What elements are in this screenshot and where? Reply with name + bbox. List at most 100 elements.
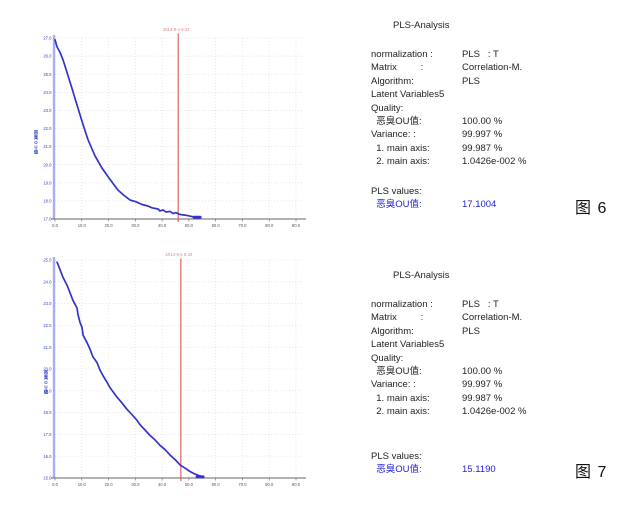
pls-result-line: 恶臭OU值: 17.1004 <box>371 198 611 211</box>
row-label: normalization : <box>371 299 436 310</box>
row-value: Correlation-M. <box>462 62 523 74</box>
analysis-panel-figure6: PLS-Analysis normalization : PLS : T Matr… <box>371 20 611 169</box>
row-label: 1. main axis: <box>371 142 430 154</box>
analysis-row: Quality: <box>371 102 611 115</box>
svg-text:17.0: 17.0 <box>43 432 52 437</box>
pls-chart-figure7: 0.0 10.0 20.0 30.0 40.0 50.0 60.0 70.0 80.0 90.0 2… <box>43 252 306 487</box>
analysis-row: Variance: : 99.997 % <box>371 378 611 391</box>
svg-text:40.0: 40.0 <box>158 223 167 228</box>
svg-text:U: U <box>44 385 47 390</box>
analysis-row: Quality: <box>371 352 611 365</box>
result-value: 15.1190 <box>462 464 496 475</box>
row-value: PLS <box>462 325 480 337</box>
result-name: 恶臭OU值: <box>371 199 422 210</box>
svg-text:80.0: 80.0 <box>265 223 274 228</box>
svg-text:O: O <box>34 140 38 145</box>
pls-result-line: 恶臭OU值: 15.1190 <box>371 463 611 476</box>
svg-text:U: U <box>34 145 37 150</box>
figure6-caption: 图 6 <box>575 200 608 217</box>
result-value: 17.1004 <box>462 199 497 210</box>
svg-text:90.0: 90.0 <box>292 482 301 487</box>
row-value: PLS : T <box>462 299 499 310</box>
svg-text:40.0: 40.0 <box>158 482 167 487</box>
pls-result-figure6: PLS values: 恶臭OU值: 17.1004 <box>371 185 611 211</box>
analysis-row: Matrix : Correlation-M. <box>371 61 611 74</box>
row-value: 100.00 % <box>462 366 503 378</box>
row-label: Matrix : <box>371 312 424 324</box>
pls-values-label: PLS values: <box>371 451 422 462</box>
row-label: 恶臭OU值: <box>371 366 422 378</box>
analysis-row: Variance: : 99.997 % <box>371 128 611 141</box>
pls-chart-figure6: 0.0 10.0 20.0 30.0 40.0 50.0 60.0 70.0 80.0 90.0 2… <box>34 27 306 228</box>
svg-text:27.0: 27.0 <box>43 36 52 41</box>
svg-text:21.0: 21.0 <box>43 345 52 350</box>
panel-title: PLS-Analysis <box>393 20 450 31</box>
svg-text:2014-9-4 9:42: 2014-9-4 9:42 <box>165 252 192 257</box>
svg-text:90.0: 90.0 <box>292 223 301 228</box>
row-label: Latent Variables5 <box>371 89 445 101</box>
svg-text:20.0: 20.0 <box>43 162 52 167</box>
row-value: 1.0426e-002 % <box>462 406 527 418</box>
row-value: 1.0426e-002 % <box>462 156 527 168</box>
svg-text:O: O <box>44 380 48 385</box>
analysis-row: 2. main axis: 1.0426e-002 % <box>371 155 611 168</box>
row-value: Correlation-M. <box>462 312 523 324</box>
svg-text:2014-9-4 9:42: 2014-9-4 9:42 <box>163 27 190 32</box>
svg-text:18.0: 18.0 <box>43 410 52 415</box>
svg-text:10.0: 10.0 <box>78 223 87 228</box>
svg-text:0.0: 0.0 <box>52 223 58 228</box>
row-value: 99.997 % <box>462 379 503 391</box>
row-value: PLS <box>462 75 480 87</box>
analysis-row: 恶臭OU值: 100.00 % <box>371 365 611 378</box>
svg-text:17.0: 17.0 <box>43 217 52 222</box>
svg-text:值: 值 <box>44 389 49 396</box>
svg-text:26.0: 26.0 <box>43 54 52 59</box>
svg-text:19.0: 19.0 <box>43 388 52 393</box>
svg-text:70.0: 70.0 <box>238 482 247 487</box>
svg-text:恶: 恶 <box>34 129 39 136</box>
analysis-panel-figure7: PLS-Analysis normalization : PLS : T Matr… <box>371 270 611 419</box>
analysis-row: normalization : PLS : T <box>371 298 611 311</box>
analysis-row: normalization : PLS : T <box>371 48 611 61</box>
analysis-row: 2. main axis: 1.0426e-002 % <box>371 405 611 418</box>
panel-title: PLS-Analysis <box>393 270 450 281</box>
row-label: Variance: : <box>371 129 416 141</box>
svg-text:50.0: 50.0 <box>185 482 194 487</box>
svg-text:20.0: 20.0 <box>104 223 113 228</box>
row-value: 99.997 % <box>462 129 503 141</box>
row-label: Latent Variables5 <box>371 339 445 351</box>
svg-text:18.0: 18.0 <box>43 199 52 204</box>
row-value: PLS : T <box>462 49 499 60</box>
analysis-rows: normalization : PLS : T Matrix : Correlati… <box>371 48 611 169</box>
svg-text:臭: 臭 <box>34 134 39 141</box>
svg-text:21.0: 21.0 <box>43 144 52 149</box>
svg-text:60.0: 60.0 <box>212 482 221 487</box>
svg-text:20.0: 20.0 <box>43 367 52 372</box>
row-label: Matrix : <box>371 62 424 74</box>
svg-text:60.0: 60.0 <box>212 223 221 228</box>
svg-text:恶: 恶 <box>44 369 49 376</box>
svg-text:20.0: 20.0 <box>104 482 113 487</box>
row-value: 100.00 % <box>462 116 503 128</box>
svg-text:22.0: 22.0 <box>43 323 52 328</box>
analysis-row: Matrix : Correlation-M. <box>371 311 611 324</box>
row-label: Quality: <box>371 102 404 114</box>
svg-text:30.0: 30.0 <box>131 482 140 487</box>
analysis-row: Latent Variables5 <box>371 88 611 101</box>
svg-text:70.0: 70.0 <box>238 223 247 228</box>
svg-text:臭: 臭 <box>44 374 49 381</box>
svg-text:24.0: 24.0 <box>43 279 52 284</box>
svg-text:15.0: 15.0 <box>43 476 52 481</box>
svg-text:25.0: 25.0 <box>43 258 52 263</box>
analysis-row: Latent Variables5 <box>371 338 611 351</box>
row-label: Quality: <box>371 352 404 364</box>
row-value: 99.987 % <box>462 392 503 404</box>
svg-text:23.0: 23.0 <box>43 108 52 113</box>
svg-text:0.0: 0.0 <box>52 482 58 487</box>
row-label: Algorithm: <box>371 75 414 87</box>
pls-result-figure7: PLS values: 恶臭OU值: 15.1190 <box>371 450 611 476</box>
row-label: 恶臭OU值: <box>371 116 422 128</box>
row-label: Algorithm: <box>371 325 414 337</box>
svg-text:23.0: 23.0 <box>43 301 52 306</box>
